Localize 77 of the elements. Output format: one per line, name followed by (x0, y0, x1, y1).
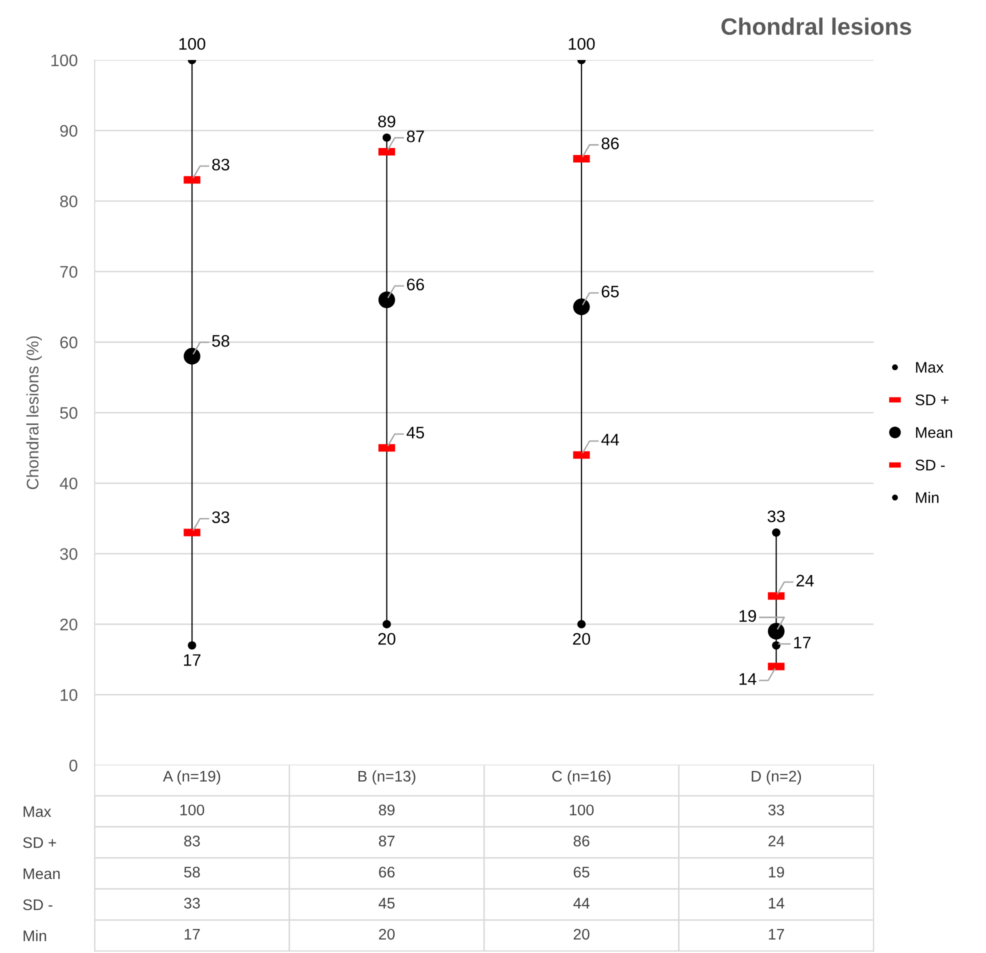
data-label: 89 (378, 804, 395, 816)
chart-title: Chondral lesions (721, 18, 912, 35)
y-tick-label: 40 (60, 478, 78, 490)
point (184, 348, 200, 365)
point (577, 620, 586, 628)
data-label: 65 (602, 286, 619, 298)
data-label: 45 (378, 898, 395, 909)
data-label: 24 (796, 574, 814, 586)
point (382, 133, 391, 142)
data-label: 44 (601, 434, 619, 446)
x-tick-label: B (n=13) (358, 770, 416, 785)
x-tick-label: D (n=2) (752, 770, 801, 785)
y-tick-label: 90 (60, 124, 78, 137)
y-axis-title: Chondral lesions (%) (26, 336, 42, 490)
data-label: 14 (768, 898, 784, 908)
data-label: 20 (379, 928, 395, 940)
y-tick-label: Min (24, 930, 46, 942)
data-label: 86 (602, 138, 619, 150)
y-tick-label: 0 (69, 760, 78, 772)
data-label: 66 (379, 866, 395, 878)
data-label: 20 (574, 928, 590, 940)
point (772, 528, 780, 537)
y-tick-label: 30 (60, 548, 78, 560)
data-label: 45 (406, 426, 424, 438)
data-label: 17 (184, 654, 200, 666)
data-label: 83 (212, 158, 230, 171)
data-label: 33 (212, 511, 230, 524)
y-tick-label: 10 (60, 689, 78, 701)
x-tick-label: A (n=19) (162, 770, 220, 785)
point (382, 620, 391, 628)
data-label: 100 (570, 804, 594, 816)
legend-label: Max (916, 362, 944, 373)
point (768, 622, 785, 640)
data-label: 20 (573, 632, 590, 645)
data-label: 100 (179, 38, 206, 50)
data-label: 83 (184, 836, 200, 846)
y-tick-label: 70 (60, 266, 78, 278)
data-label: 33 (184, 898, 200, 909)
y-tick-label: SD + (23, 837, 56, 848)
legend-label: SD + (916, 394, 948, 406)
data-label: 19 (768, 866, 784, 878)
data-label: 19 (740, 610, 756, 622)
data-label: 17 (768, 929, 784, 940)
data-label: 17 (794, 636, 811, 648)
data-label: 58 (184, 866, 200, 878)
data-label: 89 (378, 116, 396, 128)
data-label: 17 (184, 929, 200, 940)
data-label: 87 (378, 836, 394, 846)
y-tick-label: 60 (60, 336, 78, 348)
data-label: 33 (768, 804, 784, 816)
y-tick-label: 20 (60, 618, 78, 630)
data-label: 14 (740, 673, 756, 685)
y-tick-label: 100 (51, 54, 78, 66)
data-label: 24 (768, 836, 784, 846)
data-label: 58 (212, 335, 230, 347)
data-label: 100 (180, 804, 204, 816)
data-label: 86 (574, 836, 590, 846)
y-tick-label: Max (24, 806, 52, 817)
point (378, 291, 396, 308)
data-label: 44 (573, 898, 590, 908)
data-label: 66 (407, 278, 424, 290)
y-tick-label: 80 (60, 195, 78, 208)
y-tick-label: SD - (23, 899, 52, 910)
data-label: 33 (768, 510, 785, 522)
legend-label: SD - (916, 460, 945, 470)
legend-label: Min (916, 492, 938, 503)
data-label: 100 (568, 38, 595, 50)
data-label: 65 (574, 866, 590, 878)
data-label: 20 (378, 632, 396, 645)
point (772, 641, 780, 650)
y-tick-label: Mean (24, 868, 60, 880)
point (188, 641, 196, 650)
y-tick-label: 50 (60, 407, 78, 419)
point (573, 298, 590, 316)
x-tick-label: C (n=16) (552, 770, 610, 785)
legend-label: Mean (916, 427, 952, 438)
data-label: 87 (406, 130, 424, 142)
